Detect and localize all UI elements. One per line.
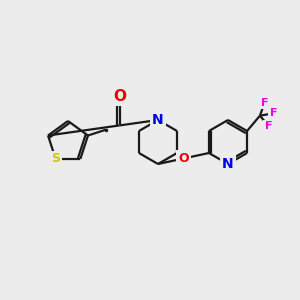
Text: N: N <box>152 113 164 127</box>
Text: N: N <box>222 157 234 171</box>
Text: O: O <box>178 152 189 165</box>
Text: F: F <box>265 122 273 131</box>
Text: O: O <box>113 89 126 104</box>
Text: F: F <box>270 108 278 118</box>
Text: F: F <box>261 98 268 107</box>
Text: S: S <box>51 152 60 166</box>
